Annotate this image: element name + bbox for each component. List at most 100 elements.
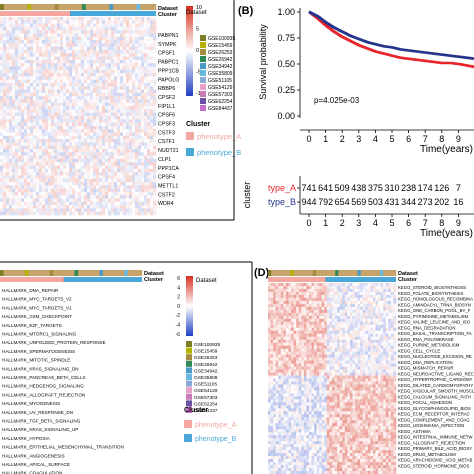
heat-cell (132, 83, 136, 87)
heat-cell (135, 211, 139, 216)
heat-cell (285, 351, 289, 355)
heat-cell (48, 23, 52, 28)
heat-cell (135, 198, 139, 203)
heat-cell (126, 122, 130, 127)
heat-cell (375, 339, 379, 343)
heat-cell (355, 291, 358, 296)
heat-cell (288, 369, 292, 373)
heat-cell (388, 354, 392, 358)
heat-cell (72, 149, 76, 153)
heat-cell (99, 139, 103, 143)
heat-cell (90, 122, 94, 127)
heat-cell (69, 116, 73, 120)
heat-cell (135, 66, 139, 71)
heat-cell (87, 149, 91, 153)
heat-cell (141, 142, 145, 146)
heat-cell (357, 369, 361, 373)
heat-cell (285, 288, 289, 293)
heat-cell (114, 30, 118, 34)
heat-cell (321, 333, 325, 338)
heat-cell (135, 30, 139, 34)
heat-cell (75, 208, 79, 212)
heat-cell (150, 33, 154, 38)
heat-cell (365, 336, 369, 340)
heat-cell (147, 142, 151, 146)
heat-cell (63, 79, 67, 84)
heat-cell (69, 145, 73, 150)
heat-cell (84, 33, 88, 38)
heat-cell (132, 135, 136, 140)
heat-cell (36, 36, 40, 41)
heat-cell (138, 152, 142, 156)
heat-cell (105, 36, 109, 41)
heat-cell (93, 132, 97, 137)
heat-cell (329, 333, 333, 338)
heat-cell (316, 327, 320, 332)
heat-cell (54, 201, 58, 206)
heat-cell (87, 205, 91, 209)
heat-cell (3, 83, 7, 87)
heat-cell (72, 142, 76, 146)
heat-cell (141, 50, 145, 54)
heat-cell (57, 53, 61, 57)
heat-cell (303, 342, 307, 346)
heat-cell (370, 309, 374, 314)
heat-cell (15, 158, 19, 163)
heat-cell (111, 165, 115, 170)
heat-cell (365, 375, 369, 379)
heat-cell (280, 357, 284, 361)
heat-cell (352, 306, 356, 311)
heat-cell (126, 36, 130, 41)
heat-cell (388, 312, 392, 317)
heat-cell (324, 288, 328, 293)
heat-cell (75, 83, 79, 87)
heat-cell (96, 208, 100, 212)
heat-cell (96, 152, 100, 156)
heat-cell (375, 306, 379, 311)
heat-cell (15, 92, 19, 97)
heat-cell (337, 351, 340, 355)
heat-cell (306, 283, 310, 287)
heat-cell (388, 348, 392, 352)
heat-cell (9, 135, 13, 140)
heat-cell (311, 339, 315, 343)
heat-cell (357, 303, 361, 308)
heat-cell (319, 327, 323, 332)
heat-cell (117, 46, 121, 51)
heat-cell (90, 106, 94, 110)
heat-cell (306, 315, 310, 320)
heat-cell (288, 312, 292, 317)
heat-cell (99, 86, 103, 90)
heat-cell (117, 17, 121, 21)
heat-cell (135, 56, 139, 61)
heat-cell (33, 162, 37, 166)
heat-cell (135, 43, 139, 47)
heat-cell (298, 318, 302, 323)
cluster-legend-swatch (184, 434, 192, 442)
heat-cell (270, 285, 274, 290)
heat-cell (342, 339, 346, 343)
heat-cell (81, 135, 85, 140)
heat-cell (33, 165, 37, 170)
heat-cell (349, 378, 353, 382)
heat-cell (15, 99, 19, 104)
heat-cell (147, 53, 151, 57)
heat-cell (24, 30, 28, 34)
heat-cell (24, 142, 28, 146)
heat-cell (111, 142, 115, 146)
heat-cell (380, 360, 384, 364)
heat-cell (150, 125, 154, 130)
heat-cell (93, 63, 97, 67)
heat-cell (123, 109, 127, 113)
heat-cell (114, 185, 118, 189)
heat-cell (120, 63, 124, 67)
heat-cell (385, 357, 389, 361)
heat-cell (45, 99, 49, 104)
panel-b-ylabel: Survival probability (258, 24, 268, 100)
heat-cell (283, 297, 287, 302)
heat-cell (114, 56, 118, 61)
heat-cell (27, 116, 31, 120)
gene-label: PABPN1 (158, 33, 179, 39)
heat-cell (96, 76, 100, 80)
heat-cell (54, 36, 58, 41)
